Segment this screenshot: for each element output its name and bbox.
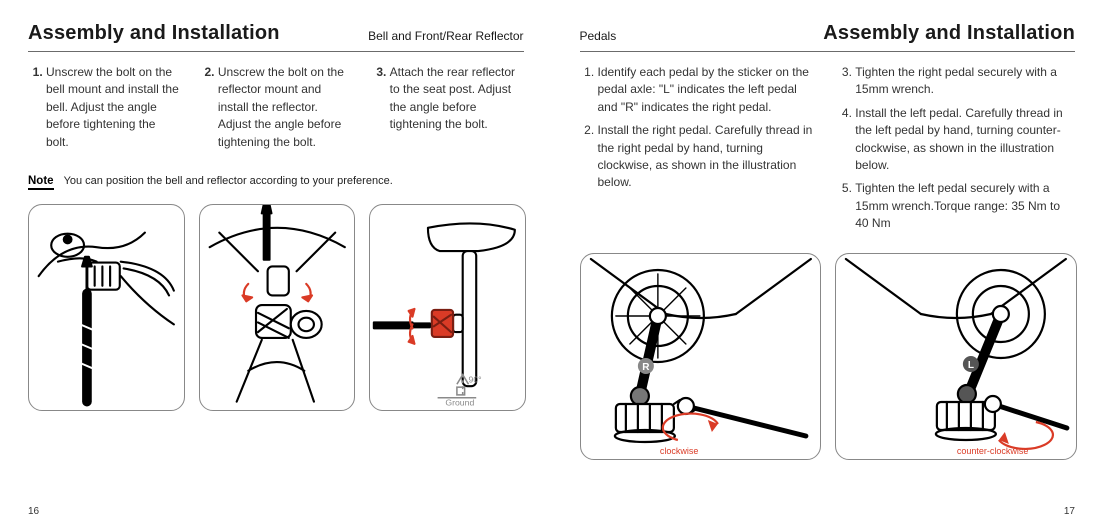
ground-label: Ground [445,397,474,407]
step-item: Identify each pedal by the sticker on th… [598,64,818,116]
step-item: Tighten the left pedal securely with a 1… [855,180,1075,232]
page-title: Assembly and Installation [823,22,1075,45]
angle-label: 90° [468,374,481,384]
step-item: Install the right pedal. Carefully threa… [598,122,818,192]
steps-columns: Unscrew the bolt on the bell mount and i… [28,64,524,151]
pedal-marker: L [968,360,974,371]
footer-left: 16 [28,499,524,517]
illus-bell-install [28,204,183,499]
steps-columns-right: Identify each pedal by the sticker on th… [580,64,1076,239]
step-col-r2: Tighten the right pedal securely with a … [837,64,1075,239]
header-right: Pedals Assembly and Installation [580,22,1076,52]
illustration-row-right: R clockwise [580,253,1076,499]
step-item: Attach the rear reflector to the seat po… [390,64,524,134]
note-row: Note You can position the bell and refle… [28,175,524,190]
illustration-row-left: 90° Ground [28,204,524,499]
note-label: Note [28,175,54,190]
page-right: Pedals Assembly and Installation Identif… [552,0,1103,531]
note-text: You can position the bell and reflector … [64,175,393,187]
step-item: Tighten the right pedal securely with a … [855,64,1075,99]
step-item: Unscrew the bolt on the reflector mount … [218,64,352,151]
pedal-marker: R [642,362,650,373]
direction-label: counter-clockwise [957,446,1029,456]
page-number: 17 [1064,506,1075,517]
page-number: 16 [28,506,39,517]
step-item: Unscrew the bolt on the bell mount and i… [46,64,180,151]
step-item: Install the left pedal. Carefully thread… [855,105,1075,175]
page-subtitle: Bell and Front/Rear Reflector [368,29,523,45]
step-col-1: Unscrew the bolt on the bell mount and i… [28,64,180,151]
step-col-r1: Identify each pedal by the sticker on th… [580,64,818,239]
header-left: Assembly and Installation Bell and Front… [28,22,524,52]
page-left: Assembly and Installation Bell and Front… [0,0,552,531]
footer-right: 17 [580,499,1076,517]
illus-front-reflector-install [199,204,354,499]
step-col-3: Attach the rear reflector to the seat po… [372,64,524,151]
illus-rear-reflector-install: 90° Ground [369,204,524,499]
step-col-2: Unscrew the bolt on the reflector mount … [200,64,352,151]
illus-right-pedal: R clockwise [580,253,820,499]
page-title: Assembly and Installation [28,22,280,45]
page-subtitle: Pedals [580,29,617,45]
illus-left-pedal: L counter-clockwise [835,253,1075,499]
direction-label: clockwise [659,446,698,456]
